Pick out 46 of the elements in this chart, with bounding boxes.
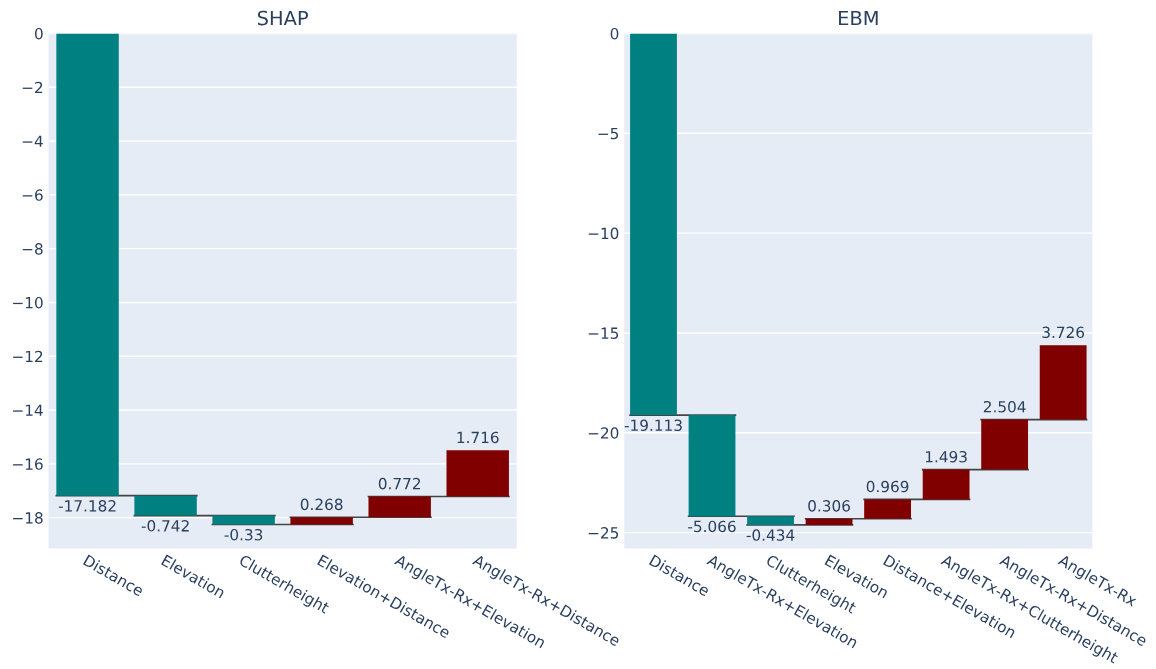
- data-label: 1.716: [457, 431, 499, 444]
- bar: [864, 499, 911, 519]
- bar: [981, 419, 1029, 470]
- y-tick-label: 0: [610, 27, 619, 40]
- bar: [922, 469, 970, 500]
- chart-title: SHAP: [257, 10, 308, 26]
- bar: [446, 450, 509, 497]
- bar: [747, 516, 794, 525]
- data-label: 3.726: [1042, 326, 1085, 339]
- bar: [368, 496, 431, 518]
- y-tick-label: −16: [13, 458, 43, 470]
- y-tick-label: −6: [22, 189, 43, 201]
- y-tick-label: −14: [13, 404, 43, 416]
- bar: [688, 415, 736, 517]
- y-tick-label: −20: [588, 427, 619, 439]
- bar: [212, 515, 275, 525]
- bar: [56, 33, 119, 496]
- data-label: 0.268: [300, 498, 343, 511]
- bar: [1039, 345, 1087, 420]
- bar: [630, 33, 677, 416]
- chart-title: EBM: [839, 10, 878, 26]
- data-label: -19.113: [624, 419, 682, 432]
- y-tick-label: −8: [22, 243, 43, 255]
- data-label: 0.969: [866, 480, 909, 493]
- y-tick-label: −15: [588, 327, 619, 339]
- data-label: 0.772: [378, 477, 421, 490]
- data-label: -0.434: [746, 529, 795, 541]
- data-label: -5.066: [688, 520, 736, 533]
- bar: [134, 495, 197, 516]
- data-label: -0.33: [224, 528, 263, 541]
- bar: [805, 518, 853, 525]
- y-tick-label: −2: [22, 81, 43, 94]
- y-tick-label: −4: [22, 135, 43, 147]
- y-tick-label: 0: [34, 27, 43, 40]
- data-label: -0.742: [141, 520, 189, 532]
- data-label: -17.182: [58, 500, 116, 512]
- y-tick-label: −10: [13, 296, 43, 309]
- y-tick-label: −25: [588, 527, 619, 539]
- bar: [290, 517, 353, 525]
- data-label: 2.504: [983, 400, 1026, 413]
- y-tick-label: −10: [588, 227, 619, 240]
- y-tick-label: −12: [13, 350, 43, 363]
- y-tick-label: −18: [13, 512, 43, 524]
- data-label: 0.306: [808, 500, 850, 512]
- data-label: 1.493: [925, 450, 967, 463]
- y-tick-label: −5: [598, 127, 619, 140]
